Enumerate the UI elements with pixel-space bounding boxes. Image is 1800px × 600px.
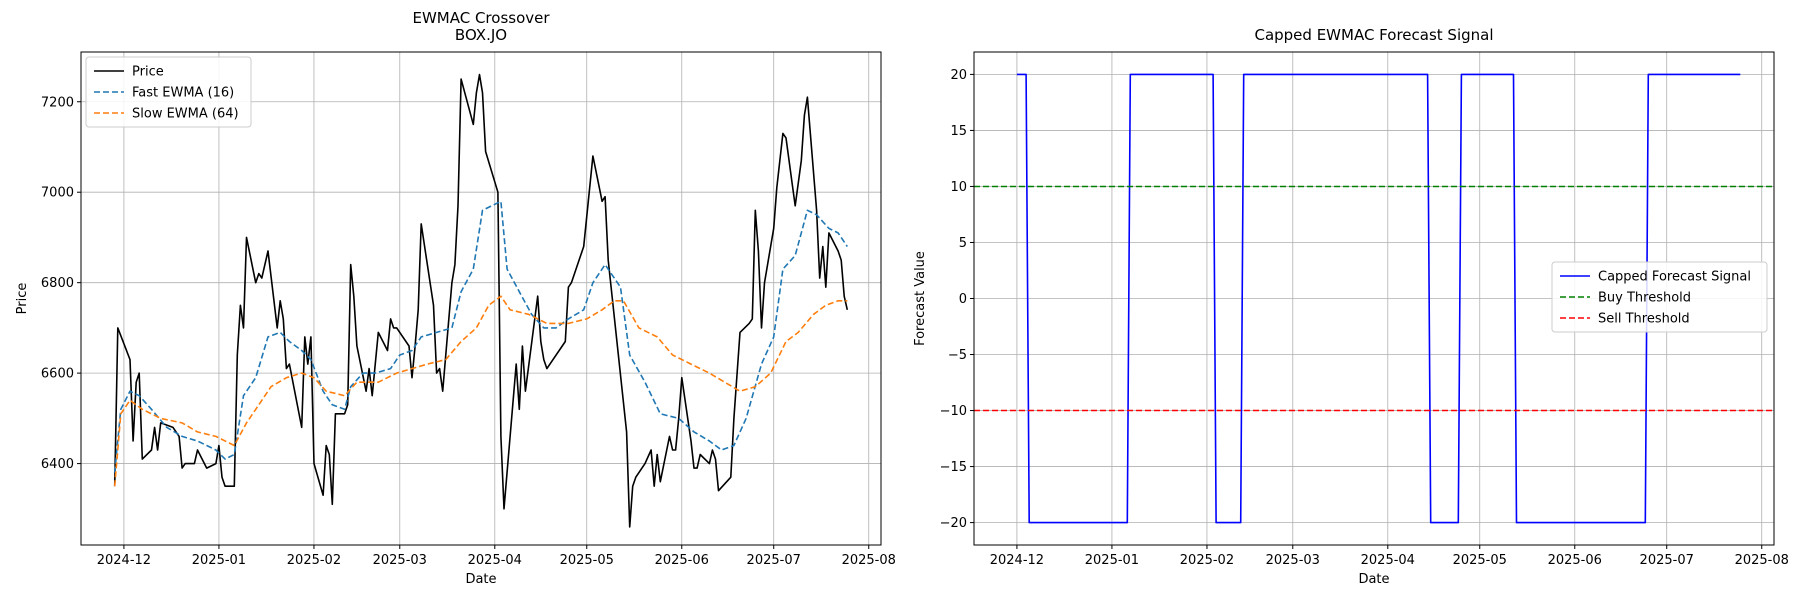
x-tick-label: 2025-05 [1453,553,1507,568]
x-tick-label: 2025-07 [1640,553,1694,568]
x-tick-label: 2025-03 [1266,553,1320,568]
right-x-axis-label: Date [1358,572,1389,587]
right-y-axis-label: Forecast Value [913,251,928,346]
legend-label-1: Fast EWMA (16) [132,86,234,101]
left-axes-frame [80,51,882,546]
x-tick-label: 2025-03 [373,553,427,568]
x-tick-label: 2024-12 [990,553,1044,568]
y-tick-label: 6400 [41,457,74,472]
series-line-2 [113,295,848,487]
y-tick-label: −15 [940,460,967,475]
y-tick-label: 6600 [41,367,74,382]
left-chart-title: EWMAC Crossover [412,9,550,27]
y-tick-label: −20 [940,516,967,531]
x-tick-label: 2025-04 [468,553,522,568]
left-legend: Price Fast EWMA (16) Slow EWMA (64) [85,56,252,128]
x-tick-label: 2025-05 [560,553,614,568]
series-line-0 [113,73,849,528]
right-plot-area [974,73,1774,524]
legend-label-2: Slow EWMA (64) [132,107,239,122]
legend-box [85,56,252,128]
right-x-ticks: 2024-12 2025-01 2025-02 2025-03 2025-04 2025-… [990,545,1789,568]
y-tick-label: 7200 [41,95,74,110]
y-tick-label: −10 [940,404,967,419]
ewmac-crossover-chart: 2024-12 2025-01 2025-02 2025-03 2025-04 2025-… [15,9,896,587]
x-tick-label: 2025-07 [747,553,801,568]
x-tick-label: 2024-12 [97,553,151,568]
legend-label-2: Sell Threshold [1598,312,1690,327]
x-tick-label: 2025-04 [1361,553,1415,568]
legend-label-0: Price [132,65,164,80]
legend-label-1: Buy Threshold [1598,291,1691,306]
y-tick-label: −5 [948,348,967,363]
left-x-axis-label: Date [465,572,496,587]
left-plot-area [113,73,849,528]
x-tick-label: 2025-08 [842,553,896,568]
x-tick-label: 2025-01 [1085,553,1139,568]
series-line-1 [113,200,848,473]
y-tick-label: 20 [950,68,967,83]
left-chart-subtitle: BOX.JO [455,26,507,44]
legend-box [1551,261,1768,333]
legend-label-0: Capped Forecast Signal [1598,270,1751,285]
left-x-ticks: 2024-12 2025-01 2025-02 2025-03 2025-04 2025-… [97,545,896,568]
right-y-ticks: 20 15 10 5 0 −5 −10 −15 −20 [940,68,974,531]
forecast-signal-chart: 2024-12 2025-01 2025-02 2025-03 2025-04 2025-… [913,26,1789,587]
series-line-0 [1016,73,1741,524]
y-tick-label: 7000 [41,186,74,201]
right-legend: Capped Forecast Signal Buy Threshold Sell … [1551,261,1768,333]
y-tick-label: 6800 [41,276,74,291]
y-tick-label: 10 [950,180,967,195]
x-tick-label: 2025-06 [655,553,709,568]
y-tick-label: 5 [959,236,967,251]
left-y-ticks: 6400 6600 6800 7000 7200 [41,95,81,472]
x-tick-label: 2025-01 [192,553,246,568]
right-chart-title: Capped EWMAC Forecast Signal [1254,26,1493,44]
y-tick-label: 0 [959,292,967,307]
x-tick-label: 2025-02 [287,553,341,568]
left-y-axis-label: Price [15,283,30,315]
x-tick-label: 2025-08 [1735,553,1789,568]
x-tick-label: 2025-06 [1548,553,1602,568]
x-tick-label: 2025-02 [1180,553,1234,568]
y-tick-label: 15 [950,124,967,139]
